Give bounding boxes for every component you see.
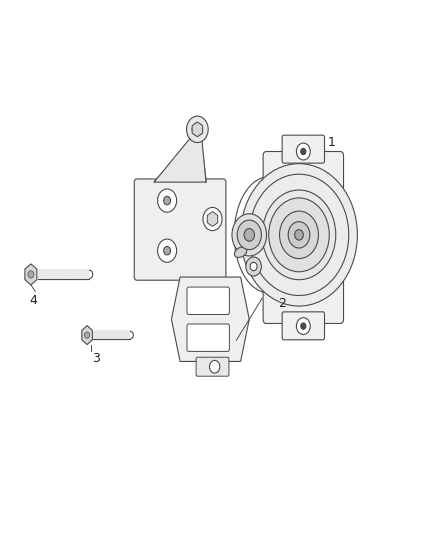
- Circle shape: [192, 123, 202, 136]
- Circle shape: [295, 230, 304, 240]
- Circle shape: [297, 318, 310, 335]
- Circle shape: [232, 214, 267, 256]
- Circle shape: [250, 262, 257, 271]
- Circle shape: [240, 164, 357, 306]
- Circle shape: [279, 211, 318, 259]
- Circle shape: [209, 360, 220, 373]
- Circle shape: [85, 332, 90, 338]
- Ellipse shape: [234, 247, 247, 257]
- FancyBboxPatch shape: [196, 357, 229, 376]
- Polygon shape: [154, 138, 206, 182]
- FancyBboxPatch shape: [282, 312, 325, 340]
- Circle shape: [246, 257, 261, 276]
- Circle shape: [158, 239, 177, 262]
- Circle shape: [28, 271, 34, 278]
- Circle shape: [164, 246, 170, 255]
- Circle shape: [237, 220, 261, 249]
- Circle shape: [187, 116, 208, 142]
- Circle shape: [297, 143, 310, 160]
- FancyBboxPatch shape: [93, 332, 131, 339]
- Polygon shape: [171, 277, 249, 361]
- Circle shape: [209, 215, 216, 223]
- Text: 3: 3: [92, 352, 100, 365]
- Text: 1: 1: [328, 136, 336, 149]
- Circle shape: [244, 229, 254, 241]
- Text: 2: 2: [278, 297, 286, 310]
- FancyBboxPatch shape: [38, 270, 89, 279]
- FancyBboxPatch shape: [282, 135, 325, 163]
- Polygon shape: [207, 212, 218, 227]
- FancyBboxPatch shape: [263, 151, 343, 324]
- Circle shape: [262, 190, 336, 280]
- Circle shape: [301, 323, 306, 329]
- Circle shape: [164, 196, 170, 205]
- Text: 4: 4: [29, 294, 37, 308]
- Circle shape: [301, 148, 306, 155]
- FancyBboxPatch shape: [187, 287, 230, 314]
- Polygon shape: [82, 326, 92, 344]
- Circle shape: [158, 189, 177, 212]
- Circle shape: [288, 222, 310, 248]
- Circle shape: [203, 207, 222, 231]
- FancyBboxPatch shape: [187, 324, 230, 351]
- Circle shape: [269, 198, 329, 272]
- Polygon shape: [25, 264, 37, 285]
- Polygon shape: [192, 122, 203, 137]
- FancyBboxPatch shape: [134, 179, 226, 280]
